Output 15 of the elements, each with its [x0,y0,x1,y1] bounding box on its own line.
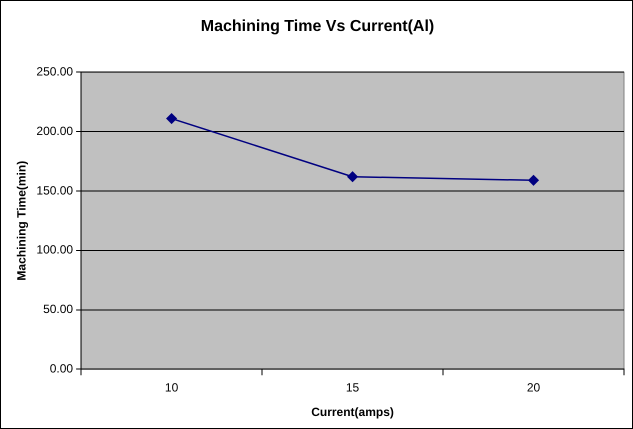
y-tick-label: 150.00 [36,183,74,198]
x-tick-label: 15 [346,380,360,395]
chart-title: Machining Time Vs Current(Al) [200,18,434,36]
y-tick-label: 50.00 [43,302,74,316]
y-tick-label: 200.00 [36,124,74,138]
x-tick-label: 10 [164,380,179,395]
point [347,171,358,182]
y-tick-label: 250.00 [36,64,74,79]
y-axis-title: Machining Time(min) [14,160,29,281]
x-tick-label: 20 [526,380,541,395]
point [528,175,539,186]
x-axis-title: Current(amps) [311,405,394,420]
point [166,113,177,124]
y-tick-label: 100.00 [36,242,74,257]
y-tick-label: 0.00 [50,362,74,376]
